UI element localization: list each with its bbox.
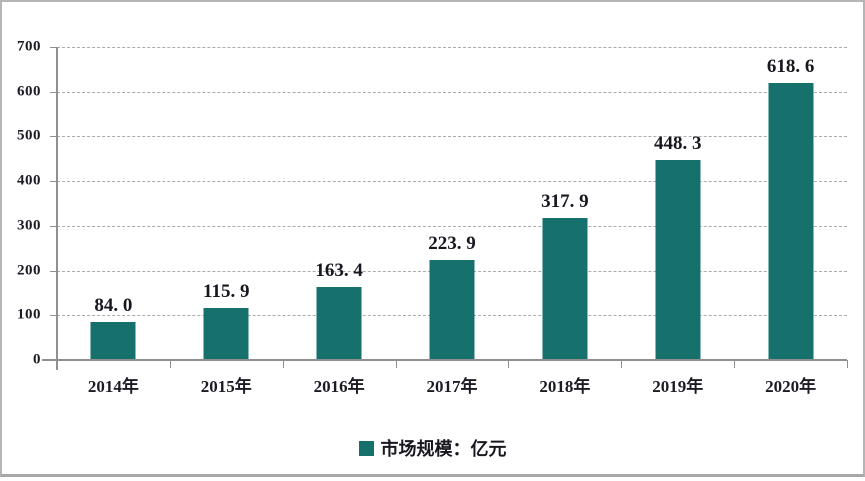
y-tick-400 [50,181,57,183]
y-axis-line [56,47,58,370]
bar [768,83,814,360]
bar-slot: 223. 9 [396,47,509,360]
x-tick-2 [282,360,284,368]
bar-slot: 448. 3 [621,47,734,360]
y-tick-label-0: 0 [33,351,41,368]
x-category-label-5: 2018年 [539,377,591,396]
x-category-label-2: 2015年 [200,377,252,396]
x-axis-line [42,359,847,361]
gridline-700 [57,47,847,48]
plot-area: 84. 0 115. 9 163. 4 223. 9 317. 9 448. 3… [42,47,848,370]
x-tick-6 [734,360,736,368]
bar-value-label: 163. 4 [315,259,363,281]
bar [655,159,701,360]
bar-slot: 618. 6 [734,47,847,360]
bar-slot: 115. 9 [170,47,283,360]
bar-value-label: 84. 0 [94,295,133,317]
x-tick-4 [508,360,510,368]
y-tick-600 [50,91,57,93]
x-category-label-6: 2019年 [652,377,704,396]
y-axis-tick-labels: 0 100 200 300 400 500 600 700 [2,39,49,368]
legend-label: 市场规模：亿元 [380,439,507,459]
y-tick-500 [50,136,57,138]
bar-value-label: 448. 3 [653,132,702,154]
gridline-400 [57,181,847,183]
x-tick-3 [395,360,397,368]
x-tick-5 [621,360,623,368]
bar-value-label: 223. 9 [428,232,476,254]
bar-slot: 84. 0 [57,47,170,360]
y-tick-label-200: 200 [17,262,41,279]
gridline-600 [57,91,847,93]
bar [90,322,136,360]
gridline-500 [57,136,847,138]
legend: 市场规模：亿元 [2,435,863,461]
gridline-300 [57,225,847,227]
bar-series: 84. 0 115. 9 163. 4 223. 9 317. 9 448. 3… [57,47,847,360]
bar-value-label: 115. 9 [203,281,250,303]
x-tick-1 [169,360,171,368]
legend-marker-square [358,440,374,456]
x-category-label-7: 2020年 [765,377,817,396]
y-tick-label-500: 500 [17,127,41,144]
bar [542,217,588,360]
bar-slot: 163. 4 [283,47,396,360]
x-tick-7 [847,360,848,368]
x-category-label-4: 2017年 [426,377,478,396]
x-category-label-1: 2014年 [87,377,139,396]
y-tick-label-100: 100 [17,306,41,323]
x-category-label-3: 2016年 [313,377,365,396]
y-tick-700 [50,47,57,48]
bar-slot: 317. 9 [508,47,621,360]
y-tick-100 [50,315,57,317]
bar [316,286,362,360]
y-tick-label-300: 300 [17,217,41,234]
y-tick-300 [50,225,57,227]
y-tick-label-400: 400 [17,172,41,189]
bar [429,259,475,360]
bar-value-label: 618. 6 [766,56,815,78]
y-tick-label-700: 700 [17,38,41,55]
bar [203,308,249,360]
y-tick-label-600: 600 [17,83,41,100]
y-tick-200 [50,270,57,272]
bar-value-label: 317. 9 [541,190,589,212]
x-axis-category-labels: 2014年 2015年 2016年 2017年 2018年 2019年 2020年 [57,372,847,397]
